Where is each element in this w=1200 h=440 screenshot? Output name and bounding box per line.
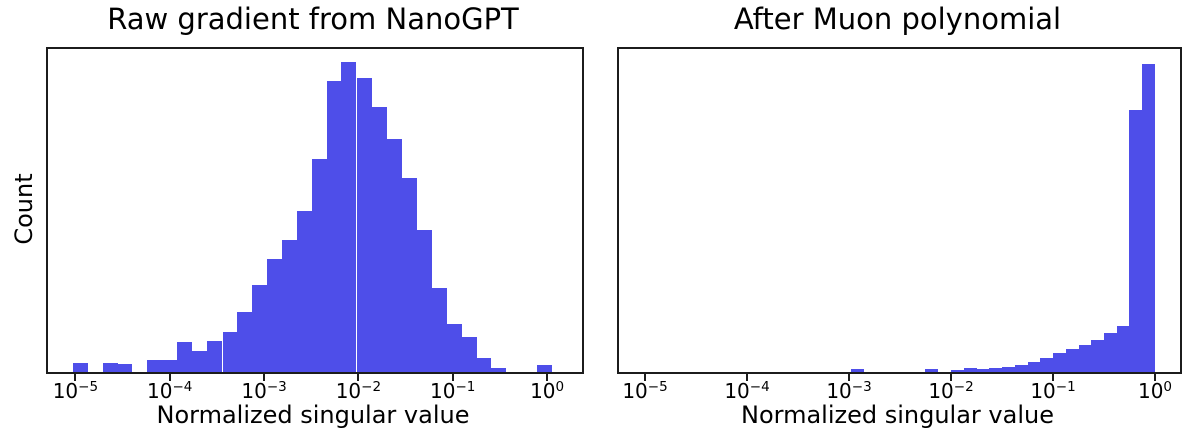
- x-tick-label: 10−5: [52, 379, 99, 403]
- histogram-bar: [1142, 63, 1156, 372]
- x-tick-label: 10−2: [335, 379, 382, 403]
- x-tick-label: 10−2: [928, 379, 974, 403]
- histogram-bar: [147, 359, 163, 372]
- x-tick-label: 10−4: [147, 379, 193, 403]
- x-tick-mark: [168, 374, 171, 381]
- x-tick-label: 100: [1137, 379, 1173, 403]
- histogram-bar: [476, 357, 492, 372]
- histogram-bar: [162, 359, 178, 372]
- histogram-bar: [1015, 364, 1029, 372]
- histogram-bar: [341, 61, 357, 372]
- right-plot-title: After Muon polynomial: [733, 2, 1062, 36]
- histogram-bar: [536, 364, 552, 372]
- histogram-bar: [222, 331, 238, 372]
- x-tick-label: 10−1: [430, 379, 476, 403]
- histogram-bar: [177, 342, 193, 372]
- histogram-bar: [102, 363, 118, 372]
- histogram-bar: [192, 351, 208, 372]
- histogram-bar: [312, 158, 328, 372]
- histogram-bar: [282, 239, 297, 372]
- x-tick-label: 10−5: [622, 379, 668, 403]
- histogram-bar: [447, 323, 463, 372]
- x-tick-label: 10−4: [724, 379, 770, 403]
- left-plot-area: 10−5 10−4 10−3 10−2 10−1 100: [46, 47, 584, 401]
- histogram-bar: [1129, 110, 1142, 372]
- right-plot-area: 10−5 10−4 10−3 10−2 10−1 100: [617, 47, 1182, 401]
- histogram-bar: [1117, 326, 1131, 372]
- left-plot-title: Raw gradient from NanoGPT: [107, 2, 519, 36]
- histogram-bar: [1066, 349, 1080, 372]
- left-plot-x-axis-label: Normalized singular value: [156, 401, 470, 429]
- x-tick-mark: [848, 374, 850, 381]
- x-tick-mark: [644, 374, 646, 381]
- histogram-bar: [371, 107, 387, 372]
- x-tick-mark: [357, 374, 360, 381]
- x-tick-label: 10−3: [826, 379, 872, 403]
- histogram-bar: [462, 336, 478, 372]
- histogram-bar: [72, 363, 88, 372]
- histogram-bar: [1027, 362, 1041, 372]
- x-tick-mark: [263, 374, 266, 381]
- histogram-bar: [236, 312, 252, 372]
- x-tick-mark: [546, 374, 549, 381]
- histogram-bar: [297, 210, 313, 372]
- histogram-bar: [988, 368, 1002, 372]
- histogram-bar: [116, 364, 132, 372]
- histogram-bar: [356, 78, 372, 372]
- histogram-bar: [924, 368, 938, 372]
- histogram-bar: [327, 81, 343, 372]
- x-tick-mark: [1154, 374, 1156, 381]
- histogram-bar: [964, 367, 978, 372]
- x-tick-label: 100: [530, 379, 565, 403]
- histogram-bar: [386, 139, 402, 372]
- histogram-bar: [1053, 353, 1066, 372]
- histogram-bar: [251, 284, 267, 372]
- histogram-bar: [1104, 333, 1117, 372]
- x-tick-mark: [451, 374, 454, 381]
- histogram-bar: [401, 178, 417, 372]
- histogram-bar: [851, 368, 865, 372]
- x-tick-mark: [746, 374, 748, 381]
- histogram-bar: [1090, 339, 1104, 372]
- histogram-bar: [1039, 358, 1053, 372]
- x-tick-mark: [1052, 374, 1054, 381]
- histogram-bar: [491, 368, 507, 372]
- x-tick-label: 10−3: [241, 379, 287, 403]
- x-tick-mark: [74, 374, 77, 381]
- histogram-bar: [976, 369, 990, 372]
- x-tick-label: 10−1: [1030, 379, 1076, 403]
- histogram-bar: [266, 259, 282, 372]
- histogram-bar: [1002, 367, 1015, 372]
- histogram-bar: [1078, 344, 1092, 372]
- right-plot-x-axis-label: Normalized singular value: [741, 401, 1054, 429]
- left-plot-y-axis-label: Count: [10, 173, 38, 245]
- histogram-bar: [432, 288, 447, 372]
- x-tick-mark: [950, 374, 952, 381]
- histogram-bar: [951, 369, 964, 372]
- histogram-bar: [207, 341, 223, 372]
- histogram-bar: [416, 229, 432, 372]
